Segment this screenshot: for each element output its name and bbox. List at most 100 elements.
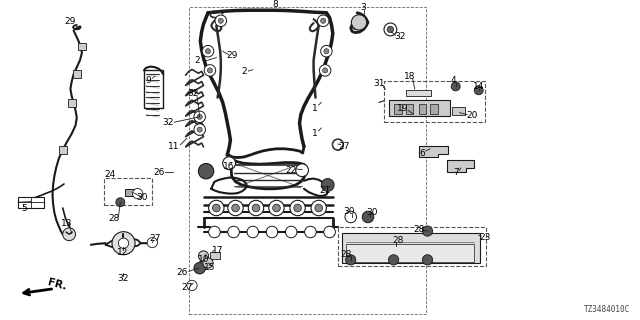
Text: 16: 16 [223, 162, 235, 171]
Bar [73, 70, 81, 78]
Circle shape [197, 114, 202, 119]
Circle shape [187, 280, 197, 291]
Bar [189, 7, 426, 314]
Circle shape [451, 82, 460, 91]
Circle shape [362, 211, 374, 223]
Circle shape [346, 255, 356, 265]
Text: 29: 29 [65, 17, 76, 26]
Bar [18, 197, 44, 208]
Text: 30: 30 [136, 193, 148, 202]
Circle shape [273, 204, 280, 212]
Text: 2: 2 [195, 56, 200, 65]
Circle shape [290, 200, 305, 216]
Bar [406, 90, 431, 96]
Circle shape [324, 226, 335, 238]
Circle shape [218, 18, 223, 23]
Bar [59, 146, 67, 154]
Circle shape [132, 188, 143, 199]
Circle shape [112, 232, 135, 255]
Text: 32: 32 [394, 32, 406, 41]
Circle shape [323, 68, 328, 73]
Text: 32: 32 [162, 118, 173, 127]
Circle shape [345, 211, 356, 223]
Circle shape [205, 49, 211, 54]
Bar [452, 107, 465, 115]
Text: 27: 27 [339, 142, 350, 151]
Circle shape [285, 226, 297, 238]
Bar [144, 70, 163, 108]
Circle shape [333, 140, 343, 150]
Circle shape [207, 68, 212, 73]
Circle shape [248, 200, 264, 216]
Text: 13: 13 [61, 219, 73, 228]
Bar [346, 244, 474, 262]
Text: 28: 28 [340, 250, 351, 259]
Text: 17: 17 [212, 246, 223, 255]
Text: 23: 23 [479, 233, 491, 242]
Circle shape [202, 45, 214, 57]
Circle shape [198, 164, 214, 179]
Circle shape [351, 15, 367, 30]
Text: 2: 2 [242, 68, 247, 76]
Text: 6: 6 [420, 149, 425, 158]
Circle shape [215, 15, 227, 27]
Circle shape [209, 200, 224, 216]
Circle shape [474, 86, 483, 95]
Bar [419, 104, 426, 114]
Circle shape [197, 127, 202, 132]
Circle shape [319, 65, 331, 76]
Text: 24: 24 [104, 170, 116, 179]
Circle shape [212, 204, 220, 212]
Bar [430, 104, 438, 114]
Circle shape [204, 65, 216, 76]
Text: 22: 22 [285, 166, 297, 175]
Circle shape [194, 124, 205, 135]
Text: 8: 8 [273, 0, 278, 9]
Bar [389, 100, 450, 116]
Text: 28: 28 [392, 236, 404, 245]
Text: 4: 4 [451, 76, 456, 85]
Text: 11: 11 [168, 142, 180, 151]
Text: 20: 20 [467, 111, 478, 120]
Text: 28: 28 [108, 214, 120, 223]
Circle shape [269, 200, 284, 216]
Text: 1: 1 [312, 129, 317, 138]
Circle shape [315, 204, 323, 212]
Text: 26: 26 [177, 268, 188, 277]
Bar [104, 178, 152, 205]
Bar [68, 99, 76, 107]
Circle shape [311, 200, 326, 216]
Text: 7: 7 [453, 168, 458, 177]
Circle shape [324, 49, 329, 54]
Circle shape [387, 26, 394, 33]
Bar [384, 81, 485, 122]
Text: 31: 31 [373, 79, 385, 88]
Circle shape [228, 200, 243, 216]
Circle shape [388, 255, 399, 265]
Text: 19: 19 [397, 104, 409, 113]
Bar [394, 104, 402, 114]
Text: 9: 9 [146, 76, 151, 85]
Text: 29: 29 [226, 52, 237, 60]
Circle shape [116, 198, 125, 207]
Circle shape [422, 226, 433, 236]
Bar [210, 252, 220, 259]
Text: 32: 32 [117, 274, 129, 283]
Text: 12: 12 [117, 248, 129, 257]
Text: FR.: FR. [46, 277, 67, 292]
Circle shape [422, 255, 433, 265]
Circle shape [321, 45, 332, 57]
Circle shape [384, 23, 397, 36]
Bar [78, 43, 86, 50]
Text: 14: 14 [473, 82, 484, 91]
Circle shape [247, 226, 259, 238]
Circle shape [198, 251, 209, 261]
Circle shape [252, 204, 260, 212]
Text: 28: 28 [413, 225, 425, 234]
Circle shape [266, 226, 278, 238]
Text: 21: 21 [319, 186, 331, 195]
Text: 27: 27 [149, 234, 161, 243]
Text: 3: 3 [361, 3, 366, 12]
Text: 10: 10 [198, 255, 209, 264]
Text: 18: 18 [404, 72, 415, 81]
